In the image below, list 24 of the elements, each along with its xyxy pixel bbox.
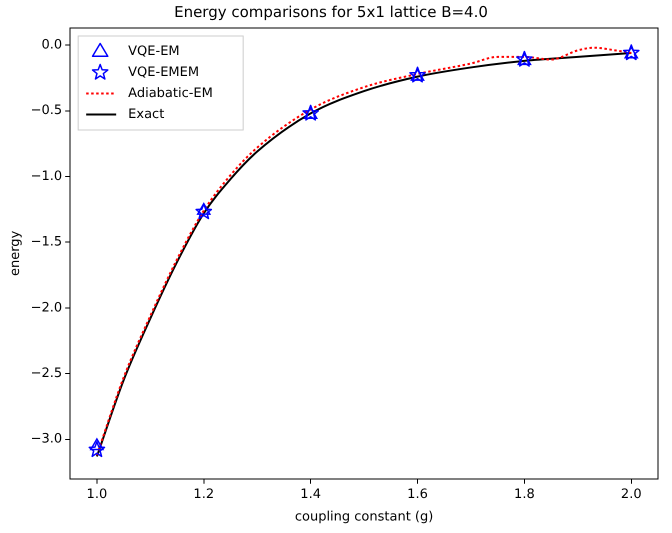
x-tick-label: 1.6 — [407, 486, 428, 502]
y-tick-label: −3.0 — [30, 432, 62, 447]
x-tick-label: 1.8 — [514, 486, 535, 502]
y-tick-label: −2.5 — [30, 366, 62, 382]
legend-label: VQE-EMEM — [128, 64, 200, 80]
x-tick-label: 1.2 — [193, 486, 214, 502]
x-tick-label: 2.0 — [620, 486, 642, 502]
chart-title: Energy comparisons for 5x1 lattice B=4.0 — [174, 2, 488, 21]
legend-label: Exact — [128, 106, 164, 122]
legend-label: VQE-EM — [128, 44, 180, 59]
x-axis-title: coupling constant (g) — [294, 510, 434, 525]
y-tick-label: 0.0 — [41, 37, 62, 52]
y-axis-title: energy — [8, 230, 24, 276]
legend-label: Adiabatic-EM — [128, 86, 213, 101]
y-tick-label: −1.5 — [30, 234, 62, 250]
y-tick-label: −1.0 — [30, 168, 62, 184]
point — [195, 203, 212, 220]
y-tick-label: −0.5 — [30, 103, 62, 118]
x-tick-label: 1.4 — [300, 486, 321, 502]
point — [88, 441, 106, 458]
point — [90, 438, 104, 450]
x-tick-label: 1.0 — [86, 486, 108, 502]
point — [196, 202, 211, 215]
y-tick-label: −2.0 — [30, 300, 62, 316]
